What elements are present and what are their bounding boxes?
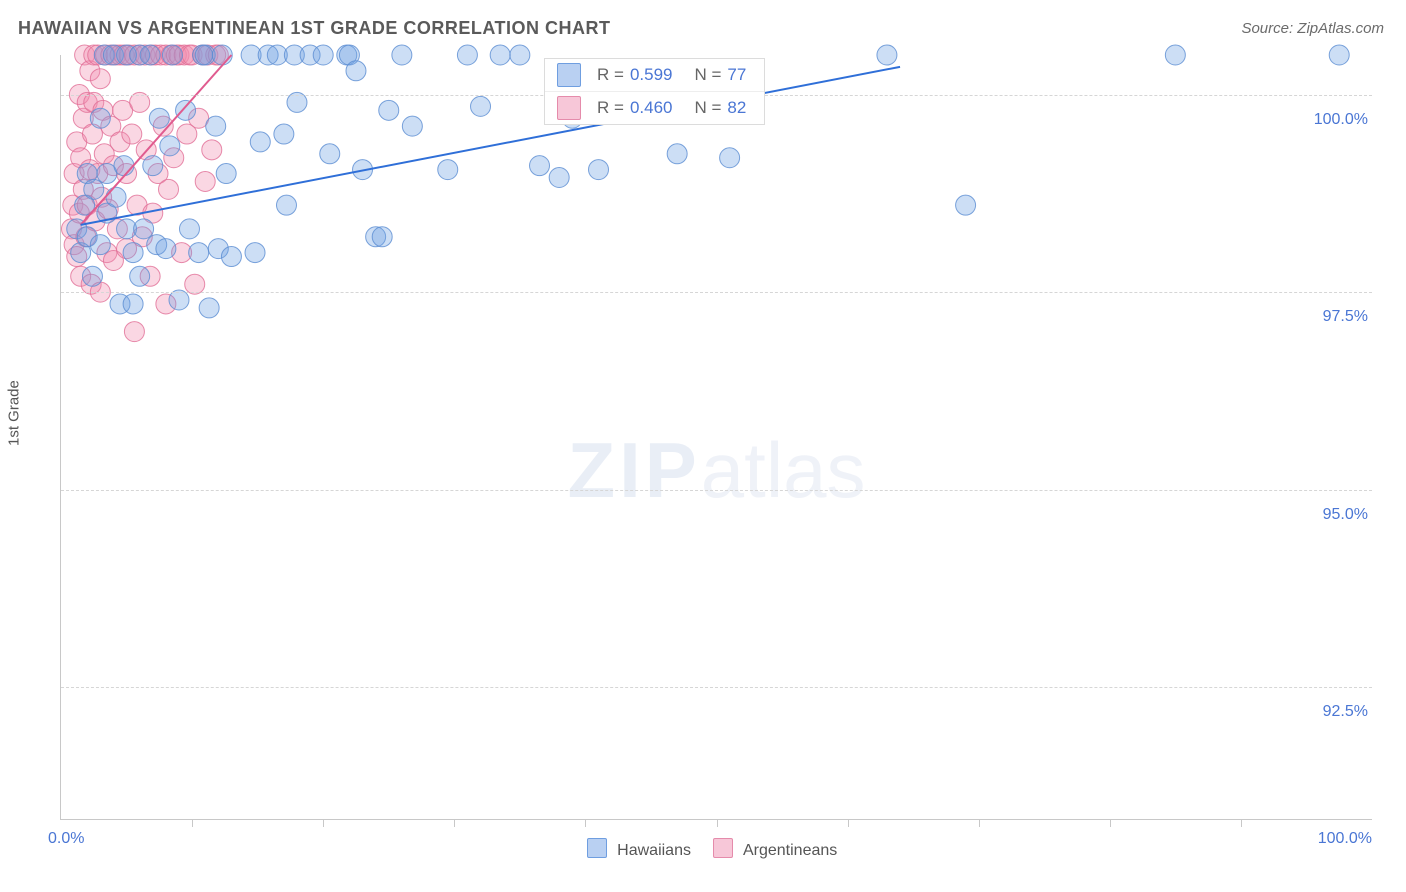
y-tick-label: 95.0% (1321, 506, 1370, 524)
data-point (438, 160, 458, 180)
data-point (549, 167, 569, 187)
data-point (589, 160, 609, 180)
stat-r-label: R = (597, 98, 624, 118)
data-point (250, 132, 270, 152)
stats-row-pink: R = 0.460 N = 82 (545, 91, 764, 124)
data-point (195, 171, 215, 191)
data-point (90, 69, 110, 89)
data-point (130, 266, 150, 286)
data-point (1329, 45, 1349, 65)
data-point (189, 243, 209, 263)
data-point (179, 219, 199, 239)
x-tick (979, 819, 980, 827)
stat-n-label: N = (694, 65, 721, 85)
data-point (320, 144, 340, 164)
data-point (346, 61, 366, 81)
legend-swatch-blue-icon (587, 838, 607, 858)
x-tick (1110, 819, 1111, 827)
data-point (160, 136, 180, 156)
y-tick-label: 97.5% (1321, 308, 1370, 326)
stats-box: R = 0.599 N = 77 R = 0.460 N = 82 (544, 58, 765, 125)
data-point (457, 45, 477, 65)
gridline (61, 687, 1372, 688)
data-point (720, 148, 740, 168)
x-tick (1241, 819, 1242, 827)
data-point (372, 227, 392, 247)
source-label: Source: ZipAtlas.com (1241, 20, 1384, 37)
data-point (530, 156, 550, 176)
chart-title: HAWAIIAN VS ARGENTINEAN 1ST GRADE CORREL… (18, 18, 611, 39)
stat-r-label: R = (597, 65, 624, 85)
data-point (206, 116, 226, 136)
data-point (162, 45, 182, 65)
data-point (313, 45, 333, 65)
data-point (471, 96, 491, 116)
data-point (82, 266, 102, 286)
data-point (1165, 45, 1185, 65)
legend-label-blue: Hawaiians (617, 842, 691, 859)
data-point (123, 243, 143, 263)
data-point (90, 108, 110, 128)
swatch-pink-icon (557, 96, 581, 120)
stat-n-pink: 82 (727, 98, 746, 118)
data-point (216, 164, 236, 184)
swatch-blue-icon (557, 63, 581, 87)
data-point (402, 116, 422, 136)
data-point (221, 247, 241, 267)
legend-label-pink: Argentineans (743, 842, 837, 859)
x-tick (585, 819, 586, 827)
x-tick (323, 819, 324, 827)
chart-svg (61, 55, 1372, 819)
stats-row-blue: R = 0.599 N = 77 (545, 59, 764, 91)
x-tick (717, 819, 718, 827)
data-point (123, 294, 143, 314)
data-point (114, 156, 134, 176)
data-point (199, 298, 219, 318)
data-point (245, 243, 265, 263)
data-point (667, 144, 687, 164)
stat-r-blue: 0.599 (630, 65, 673, 85)
x-tick (848, 819, 849, 827)
legend-swatch-pink-icon (713, 838, 733, 858)
data-point (156, 239, 176, 259)
data-point (274, 124, 294, 144)
y-tick-label: 100.0% (1312, 111, 1370, 129)
data-point (106, 187, 126, 207)
stat-n-blue: 77 (727, 65, 746, 85)
data-point (490, 45, 510, 65)
data-point (124, 322, 144, 342)
data-point (84, 179, 104, 199)
data-point (379, 100, 399, 120)
data-point (149, 108, 169, 128)
x-tick (192, 819, 193, 827)
data-point (90, 235, 110, 255)
gridline (61, 292, 1372, 293)
plot-area: ZIPatlas 100.0%97.5%95.0%92.5% (60, 55, 1372, 820)
stat-n-label: N = (694, 98, 721, 118)
data-point (877, 45, 897, 65)
data-point (176, 100, 196, 120)
data-point (510, 45, 530, 65)
data-point (159, 179, 179, 199)
data-point (122, 124, 142, 144)
data-point (140, 45, 160, 65)
gridline (61, 490, 1372, 491)
stat-r-pink: 0.460 (630, 98, 673, 118)
data-point (276, 195, 296, 215)
x-tick (454, 819, 455, 827)
chart-container: HAWAIIAN VS ARGENTINEAN 1ST GRADE CORREL… (0, 0, 1406, 892)
data-point (143, 156, 163, 176)
y-tick-label: 92.5% (1321, 703, 1370, 721)
data-point (134, 219, 154, 239)
data-point (202, 140, 222, 160)
y-axis-title: 1st Grade (6, 380, 23, 446)
data-point (392, 45, 412, 65)
data-point (212, 45, 232, 65)
data-point (956, 195, 976, 215)
legend-bottom: Hawaiians Argentineans (0, 838, 1406, 860)
